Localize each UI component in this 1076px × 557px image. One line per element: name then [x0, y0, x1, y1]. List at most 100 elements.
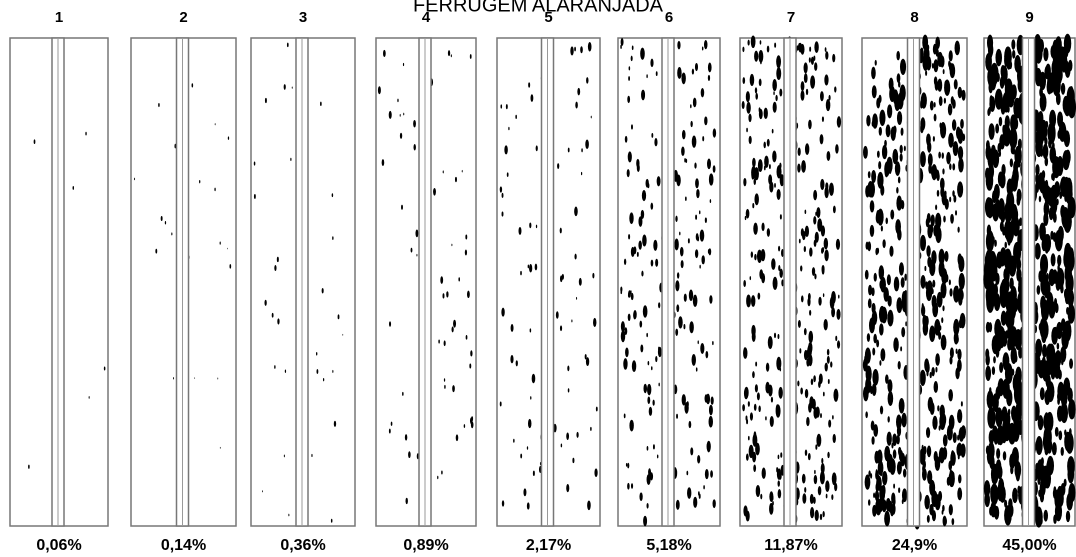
lesion [703, 485, 705, 490]
lesion [745, 208, 750, 219]
lesion [164, 220, 167, 225]
lesion [869, 224, 875, 237]
lesion [813, 474, 818, 485]
lesion [453, 319, 457, 328]
panel-number: 5 [544, 9, 552, 26]
lesion [455, 434, 459, 442]
lesion [1007, 105, 1010, 113]
lesion [832, 53, 836, 63]
lesion [702, 136, 705, 142]
lesion [1063, 33, 1072, 54]
lesion [1012, 422, 1020, 442]
lesion [680, 260, 684, 269]
lesion [628, 66, 631, 71]
lesion [712, 165, 716, 173]
lesion [1040, 253, 1049, 276]
lesion [798, 238, 801, 244]
lesion [800, 90, 805, 101]
lesion [938, 490, 943, 502]
lesion [817, 486, 822, 496]
lesion [804, 225, 810, 238]
lesion [700, 343, 705, 354]
lesion [590, 426, 592, 431]
lesion [951, 119, 957, 131]
lesion [704, 39, 708, 50]
lesion [520, 270, 522, 276]
lesion [870, 473, 873, 479]
lesion [896, 461, 902, 475]
lesion [938, 248, 945, 266]
lesion [899, 144, 903, 154]
lesion [1007, 89, 1015, 108]
lesion [442, 170, 444, 174]
lesion [590, 115, 592, 119]
lesion [574, 253, 577, 260]
lesion [1043, 509, 1049, 522]
lesion [944, 198, 949, 210]
lesion [932, 135, 935, 142]
lesion [827, 451, 830, 459]
lesion [567, 388, 570, 393]
lesion [821, 247, 824, 254]
lesion [33, 139, 36, 144]
lesion [895, 219, 901, 235]
lesion [901, 412, 907, 428]
lesion [927, 396, 934, 412]
lesion [687, 238, 690, 244]
lesion [214, 123, 216, 126]
lesion [1056, 485, 1064, 503]
lesion [704, 469, 709, 480]
lesion [638, 216, 643, 227]
lesion [879, 405, 884, 415]
lesion [831, 297, 835, 305]
lesion [936, 291, 943, 308]
lesion [995, 48, 1003, 67]
lesion [532, 470, 535, 476]
lesion [1004, 222, 1011, 240]
lesion [321, 287, 324, 294]
lesion [627, 462, 630, 469]
lesion [1041, 356, 1046, 368]
lesion [1056, 157, 1064, 177]
lesion [286, 42, 289, 48]
lesion [778, 386, 783, 399]
lesion [510, 355, 514, 364]
lesion [620, 286, 623, 293]
lesion [1039, 491, 1045, 503]
lesion [513, 438, 515, 443]
lesion [658, 302, 661, 309]
lesion [748, 113, 752, 123]
leaf-panel: 8 24,9% [861, 9, 968, 554]
lesion [572, 457, 575, 464]
lesion [996, 251, 1003, 269]
lesion [808, 57, 811, 63]
lesion [1062, 150, 1070, 171]
lesion [807, 452, 811, 461]
lesion [929, 503, 934, 516]
lesion [586, 77, 589, 84]
lesion [646, 474, 651, 485]
lesion [752, 451, 757, 463]
panel-number: 6 [665, 9, 673, 26]
lesion [708, 173, 714, 186]
lesion [755, 485, 761, 498]
lesion [699, 210, 701, 215]
lesion [957, 348, 962, 361]
lesion [878, 265, 885, 280]
lesion [528, 82, 531, 88]
lesion [988, 123, 995, 140]
lesion [527, 418, 532, 429]
lesion [835, 238, 841, 250]
lesion [1054, 302, 1059, 314]
lesion [501, 500, 505, 507]
lesion [1067, 465, 1075, 484]
lesion [1044, 412, 1049, 426]
lesion [1058, 116, 1062, 126]
lesion [636, 163, 640, 172]
lesion [1010, 346, 1017, 365]
lesion [1055, 278, 1061, 291]
lesion [800, 295, 804, 303]
lesion [433, 187, 436, 196]
lesion [944, 250, 949, 262]
lesion [529, 328, 532, 333]
